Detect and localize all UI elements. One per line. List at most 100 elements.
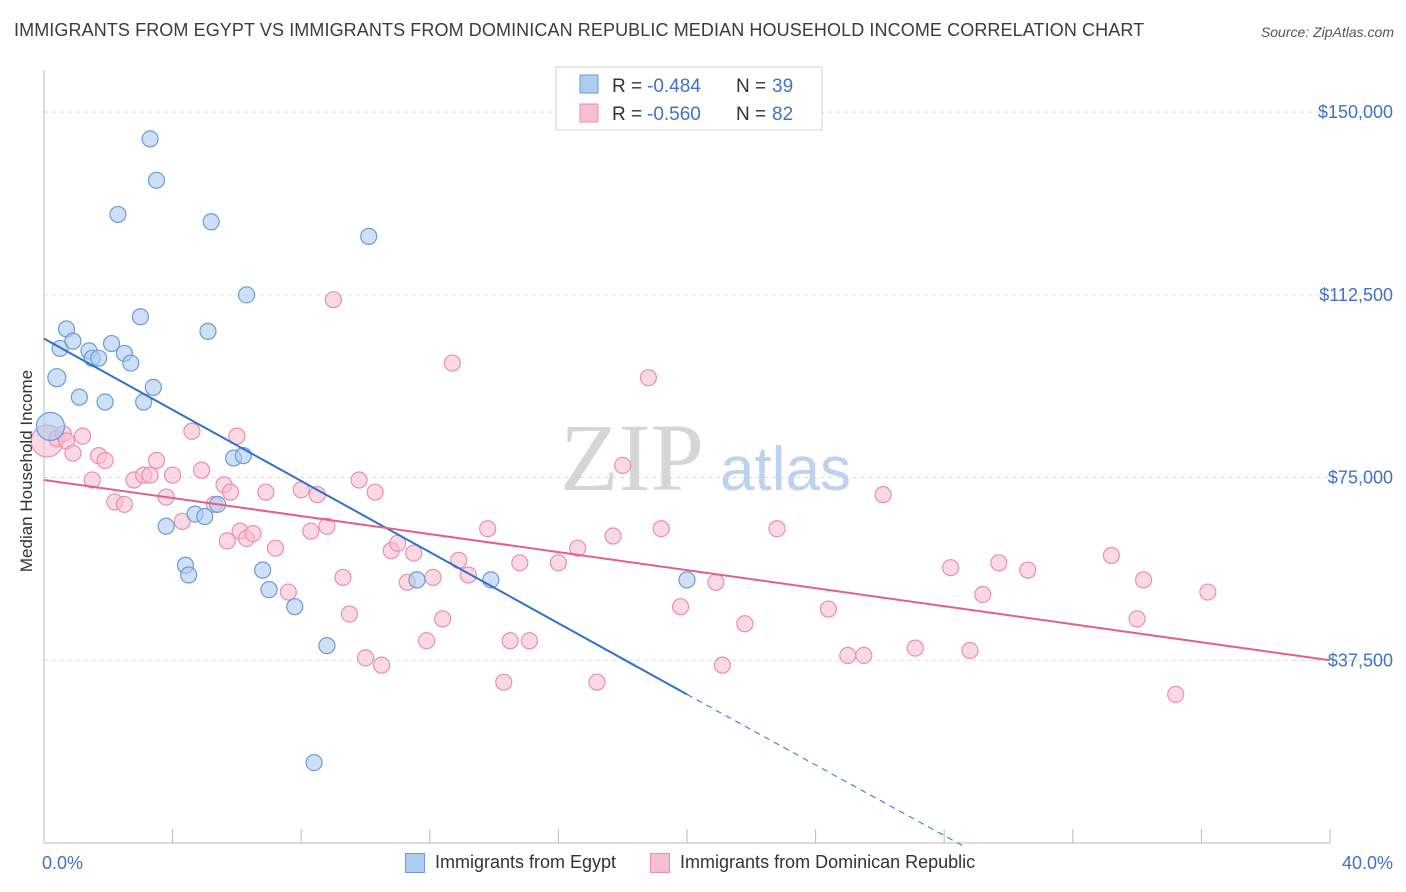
dr-point-17 xyxy=(173,512,191,531)
dr-point-57 xyxy=(549,554,568,572)
dr-point-67 xyxy=(736,615,754,633)
dr-point-60 xyxy=(604,527,622,545)
legend-n-value-egypt: 39 xyxy=(772,76,793,97)
dr-point-71 xyxy=(855,646,873,665)
dr-point-38 xyxy=(350,471,368,489)
dr-point-77 xyxy=(990,554,1008,572)
egypt-point-25 xyxy=(202,213,220,231)
dr-point-65 xyxy=(707,573,725,591)
dr-point-59 xyxy=(588,673,606,691)
dr-point-46 xyxy=(417,632,436,650)
legend-r-label-dr: R = xyxy=(612,104,642,125)
dr-point-53 xyxy=(495,673,513,691)
watermark: ZIP atlas xyxy=(560,404,851,511)
dr-point-29 xyxy=(266,539,285,557)
egypt-points xyxy=(35,130,696,772)
egypt-point-17 xyxy=(144,378,162,397)
correlation-legend: R = -0.484 N = 39 R = -0.560 N = 82 xyxy=(555,66,823,131)
chart-title: IMMIGRANTS FROM EGYPT VS IMMIGRANTS FROM… xyxy=(14,20,1145,40)
watermark-atlas: atlas xyxy=(720,435,851,504)
dr-point-4 xyxy=(64,444,82,462)
dr-point-73 xyxy=(906,639,924,657)
dr-point-13 xyxy=(141,466,159,484)
dr-point-68 xyxy=(768,520,786,538)
y-tick-labels: $150,000 $112,500 $75,000 $37,500 xyxy=(1318,102,1393,670)
dr-point-45 xyxy=(405,544,423,562)
legend-swatch-dr xyxy=(579,103,599,123)
y-axis-label: Median Household Income xyxy=(17,370,37,572)
dr-point-5 xyxy=(73,427,92,445)
legend-box-frame xyxy=(555,66,823,131)
x-tick-label-1: 40.0% xyxy=(1342,853,1393,873)
dr-point-69 xyxy=(819,600,838,618)
dr-point-49 xyxy=(443,354,461,372)
dr-point-16 xyxy=(164,466,182,484)
egypt-trend-extension xyxy=(686,693,967,849)
x-tick-label-0: 0.0% xyxy=(42,853,83,873)
dr-point-79 xyxy=(1102,546,1120,565)
dr-point-39 xyxy=(356,649,375,667)
dr-point-76 xyxy=(974,585,992,604)
egypt-point-21 xyxy=(180,566,198,584)
dr-point-72 xyxy=(874,486,892,504)
egypt-point-0 xyxy=(35,411,66,441)
egypt-point-35 xyxy=(360,227,378,245)
legend-bottom-swatch-dr xyxy=(650,852,671,873)
legend-r-value-egypt: -0.484 xyxy=(647,76,701,97)
egypt-point-4 xyxy=(64,332,82,350)
y-tick-label-1: $112,500 xyxy=(1319,285,1393,305)
y-axis-label-text: Median Household Income xyxy=(17,369,36,573)
dr-point-34 xyxy=(318,517,336,535)
dr-point-58 xyxy=(569,539,587,557)
y-tick-label-2: $75,000 xyxy=(1328,468,1393,488)
egypt-point-18 xyxy=(147,171,166,189)
dr-point-78 xyxy=(1019,561,1037,579)
egypt-point-30 xyxy=(254,561,272,579)
egypt-point-23 xyxy=(196,507,214,526)
dr-point-66 xyxy=(713,656,731,674)
dr-point-56 xyxy=(520,632,539,650)
egypt-point-10 xyxy=(102,334,121,353)
dr-point-36 xyxy=(334,568,352,587)
egypt-point-9 xyxy=(96,393,114,411)
legend-r-label-egypt: R = xyxy=(612,76,642,97)
dr-point-32 xyxy=(302,522,320,540)
source-label: Source: ZipAtlas.com xyxy=(1260,24,1394,40)
dr-point-41 xyxy=(372,656,391,674)
dr-point-64 xyxy=(671,598,690,616)
dr-point-19 xyxy=(192,461,211,479)
dr-point-52 xyxy=(479,520,497,538)
legend-bottom-swatch-egypt xyxy=(405,852,425,873)
dr-point-75 xyxy=(961,641,979,660)
egypt-point-1 xyxy=(47,368,67,388)
dr-point-22 xyxy=(218,532,236,550)
egypt-point-11 xyxy=(109,205,127,224)
dr-point-81 xyxy=(1134,571,1153,589)
egypt-point-32 xyxy=(286,598,304,616)
legend-n-label-egypt: N = xyxy=(736,76,766,97)
egypt-trend-line xyxy=(43,337,688,696)
egypt-point-19 xyxy=(157,517,175,535)
trend-lines xyxy=(43,337,1331,849)
legend-item-egypt: Immigrants from Egypt xyxy=(405,852,616,873)
legend-swatch-egypt xyxy=(579,74,599,94)
dr-point-62 xyxy=(639,369,658,387)
legend-r-value-dr: -0.560 xyxy=(647,104,701,125)
dr-point-14 xyxy=(147,451,166,470)
dr-point-70 xyxy=(839,646,857,665)
y-tick-label-0: $150,000 xyxy=(1318,102,1393,122)
dr-point-48 xyxy=(434,610,452,628)
dr-point-27 xyxy=(244,524,262,543)
egypt-point-16 xyxy=(141,130,159,148)
dr-point-8 xyxy=(96,451,114,470)
egypt-point-24 xyxy=(199,322,217,340)
egypt-point-34 xyxy=(318,637,336,655)
dr-point-47 xyxy=(424,568,442,587)
watermark-zip: ZIP xyxy=(560,404,704,511)
series-legend: Immigrants from Egypt Immigrants from Do… xyxy=(405,852,975,873)
dr-point-83 xyxy=(1199,583,1217,601)
dr-point-40 xyxy=(366,483,384,501)
dr-point-54 xyxy=(501,632,519,650)
dr-point-55 xyxy=(511,554,529,572)
